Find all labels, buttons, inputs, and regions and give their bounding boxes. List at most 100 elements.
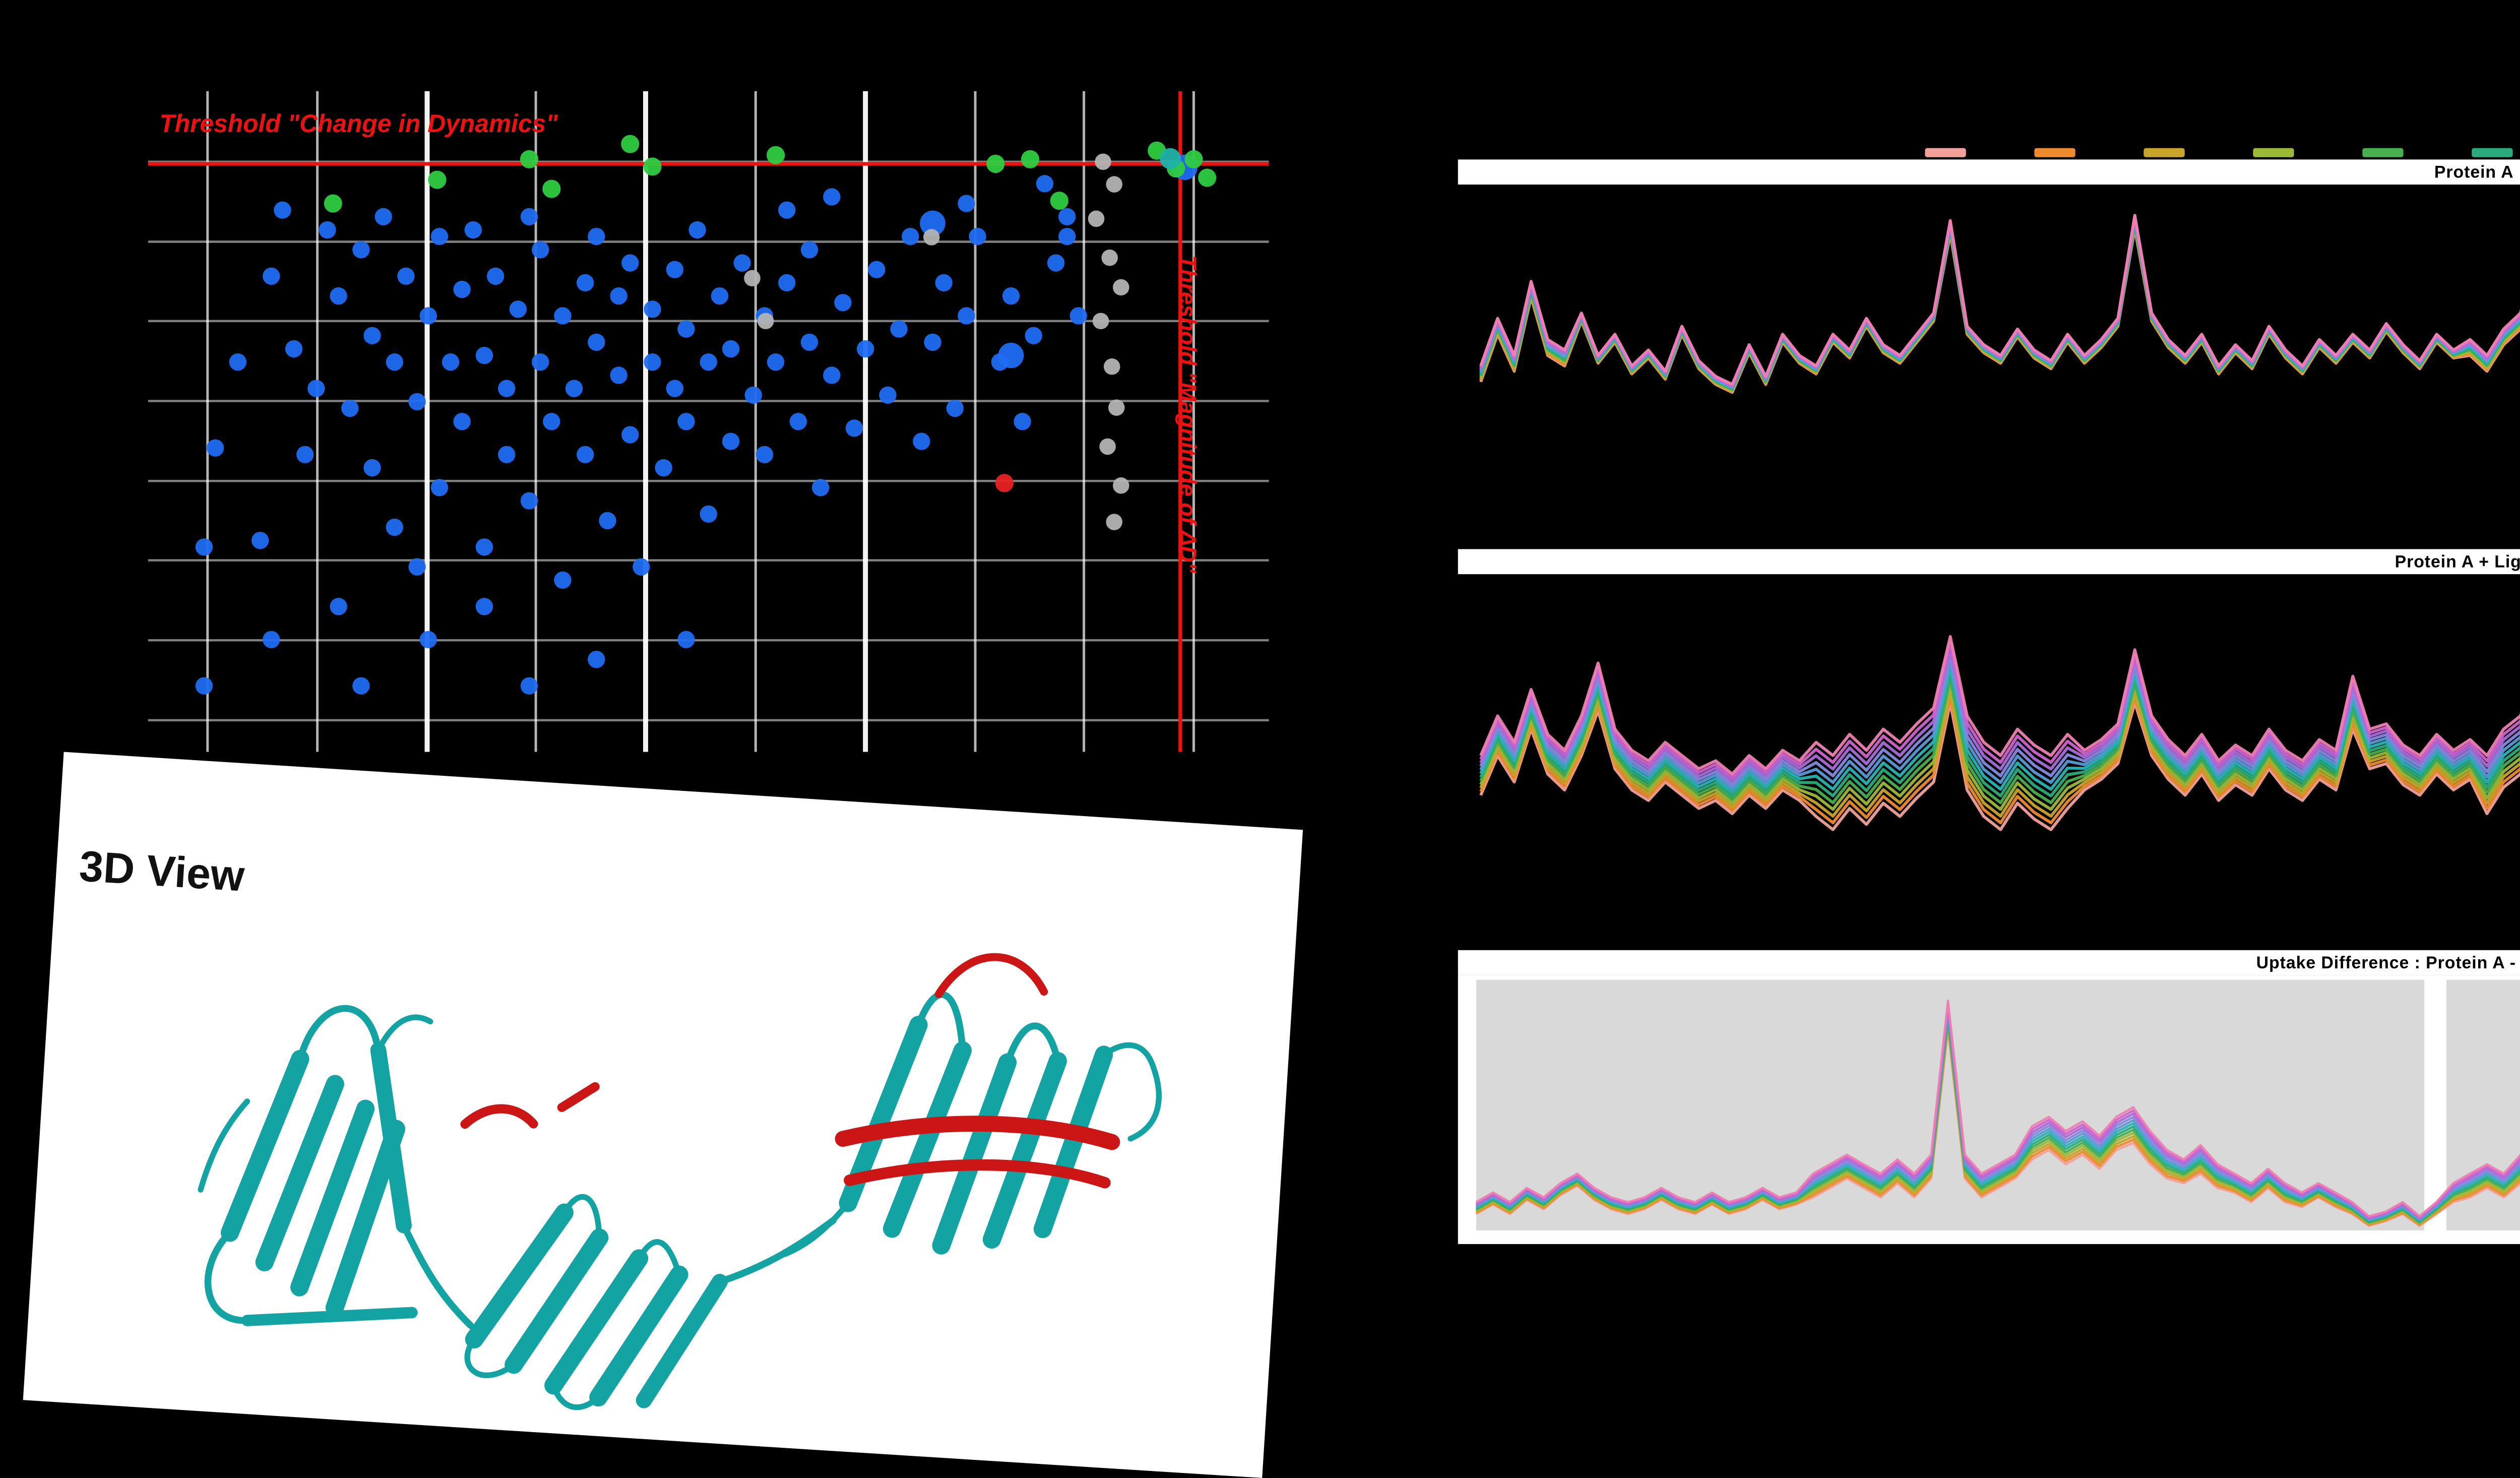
scatter-point-gray[interactable] xyxy=(1106,514,1123,530)
scatter-point-blue[interactable] xyxy=(845,419,863,437)
scatter-point-blue[interactable] xyxy=(475,538,493,556)
scatter-point-blue[interactable] xyxy=(330,287,347,305)
scatter-point-blue[interactable] xyxy=(722,340,740,358)
scatter-point-gray[interactable] xyxy=(1108,399,1125,416)
scatter-point-blue[interactable] xyxy=(195,677,213,695)
scatter-point-blue[interactable] xyxy=(363,327,381,344)
scatter-point-blue[interactable] xyxy=(498,380,516,397)
legend-dash[interactable] xyxy=(2253,148,2294,157)
scatter-point-blue[interactable] xyxy=(565,380,583,397)
scatter-point-blue[interactable] xyxy=(543,413,560,430)
scatter-point-blue[interactable] xyxy=(531,353,549,371)
scatter-point-blue[interactable] xyxy=(969,228,986,245)
scatter-point-blue[interactable] xyxy=(419,307,437,325)
scatter-point-green[interactable] xyxy=(1198,168,1217,187)
scatter-point-blue[interactable] xyxy=(206,439,224,457)
scatter-point-blue[interactable] xyxy=(666,261,683,278)
scatter-point-blue[interactable] xyxy=(700,353,717,371)
scatter-point-blue[interactable] xyxy=(1002,287,1020,305)
scatter-point-blue-large[interactable] xyxy=(998,342,1024,368)
scatter-point-gray[interactable] xyxy=(1095,153,1111,170)
scatter-point-blue[interactable] xyxy=(811,479,830,497)
scatter-point-blue[interactable] xyxy=(475,598,493,615)
scatter-point-blue[interactable] xyxy=(958,307,975,325)
scatter-point-green[interactable] xyxy=(766,146,785,164)
scatter-point-green[interactable] xyxy=(324,194,342,213)
scatter-point-blue[interactable] xyxy=(902,228,919,245)
scatter-point-blue[interactable] xyxy=(509,300,527,318)
scatter-point-blue[interactable] xyxy=(419,631,437,648)
scatter-point-gray[interactable] xyxy=(757,313,774,330)
scatter-point-blue[interactable] xyxy=(588,228,605,245)
scatter-point-green[interactable] xyxy=(1050,192,1068,210)
scatter-point-blue[interactable] xyxy=(442,353,460,371)
scatter-point-blue[interactable] xyxy=(868,261,886,278)
scatter-point-gray[interactable] xyxy=(744,270,761,287)
scatter-point-blue[interactable] xyxy=(800,333,818,351)
scatter-point-gray[interactable] xyxy=(1103,358,1120,375)
scatter-point-blue[interactable] xyxy=(599,512,616,529)
legend-dash[interactable] xyxy=(2034,148,2075,157)
scatter-point-blue[interactable] xyxy=(386,353,404,371)
scatter-point-blue[interactable] xyxy=(554,571,572,589)
scatter-point-blue[interactable] xyxy=(195,538,213,556)
scatter-point-blue[interactable] xyxy=(700,505,717,523)
scatter-point-blue[interactable] xyxy=(778,201,796,219)
scatter-point-blue[interactable] xyxy=(577,446,594,463)
scatter-point-red[interactable] xyxy=(995,474,1014,492)
scatter-point-gray[interactable] xyxy=(923,229,940,245)
scatter-point-blue[interactable] xyxy=(577,274,594,292)
scatter-point-blue[interactable] xyxy=(307,380,325,397)
scatter-point-blue[interactable] xyxy=(285,340,303,358)
scatter-point-green[interactable] xyxy=(520,150,539,169)
scatter-point-green[interactable] xyxy=(428,170,447,189)
scatter-point-blue[interactable] xyxy=(823,366,841,384)
scatter-point-blue[interactable] xyxy=(823,188,841,206)
scatter-point-blue[interactable] xyxy=(397,267,415,285)
scatter-point-blue[interactable] xyxy=(330,598,347,615)
scatter-point-blue[interactable] xyxy=(913,433,930,450)
scatter-point-blue[interactable] xyxy=(296,446,314,463)
scatter-point-blue[interactable] xyxy=(767,353,785,371)
scatter-point-blue[interactable] xyxy=(520,208,538,226)
scatter-point-gray[interactable] xyxy=(1088,210,1105,227)
scatter-point-gray[interactable] xyxy=(1113,477,1129,494)
scatter-point-blue[interactable] xyxy=(856,340,874,358)
scatter-point-blue[interactable] xyxy=(229,353,247,371)
scatter-point-blue[interactable] xyxy=(958,195,975,212)
scatter-point-blue[interactable] xyxy=(408,558,426,576)
scatter-point-blue[interactable] xyxy=(733,254,751,272)
scatter-point-blue[interactable] xyxy=(677,631,695,648)
scatter-point-blue[interactable] xyxy=(386,518,404,536)
scatter-point-gray[interactable] xyxy=(1092,313,1109,330)
chart-protein-a-ligand-svg[interactable] xyxy=(1458,574,2520,930)
scatter-point-blue[interactable] xyxy=(1025,327,1042,344)
scatter-point-green[interactable] xyxy=(621,135,640,153)
scatter-point-blue[interactable] xyxy=(688,221,706,239)
scatter-point-gray[interactable] xyxy=(1101,249,1118,266)
scatter-point-blue[interactable] xyxy=(251,531,269,549)
scatter-point-blue[interactable] xyxy=(341,399,359,417)
scatter-point-blue[interactable] xyxy=(475,346,493,364)
scatter-point-blue[interactable] xyxy=(610,287,627,305)
scatter-point-blue[interactable] xyxy=(677,320,695,338)
scatter-point-blue[interactable] xyxy=(554,307,572,325)
scatter-point-gray[interactable] xyxy=(1099,438,1116,455)
scatter-point-green[interactable] xyxy=(542,179,561,198)
scatter-point-blue[interactable] xyxy=(677,413,695,430)
scatter-point-blue[interactable] xyxy=(520,492,538,510)
legend-dash[interactable] xyxy=(2472,148,2513,157)
scatter-point-blue[interactable] xyxy=(1014,413,1031,430)
scatter-point-teal[interactable] xyxy=(1160,148,1181,169)
scatter-point-blue[interactable] xyxy=(1069,307,1087,325)
scatter-point-blue[interactable] xyxy=(644,353,661,371)
scatter-point-blue[interactable] xyxy=(588,650,605,668)
scatter-point-blue[interactable] xyxy=(352,241,370,259)
scatter-point-gray[interactable] xyxy=(1106,176,1123,193)
scatter-point-blue[interactable] xyxy=(464,221,482,239)
scatter-point-blue[interactable] xyxy=(263,267,280,285)
scatter-point-blue[interactable] xyxy=(319,221,336,239)
scatter-point-blue[interactable] xyxy=(1036,175,1054,193)
scatter-point-blue[interactable] xyxy=(711,287,729,305)
scatter-point-blue[interactable] xyxy=(644,300,661,318)
